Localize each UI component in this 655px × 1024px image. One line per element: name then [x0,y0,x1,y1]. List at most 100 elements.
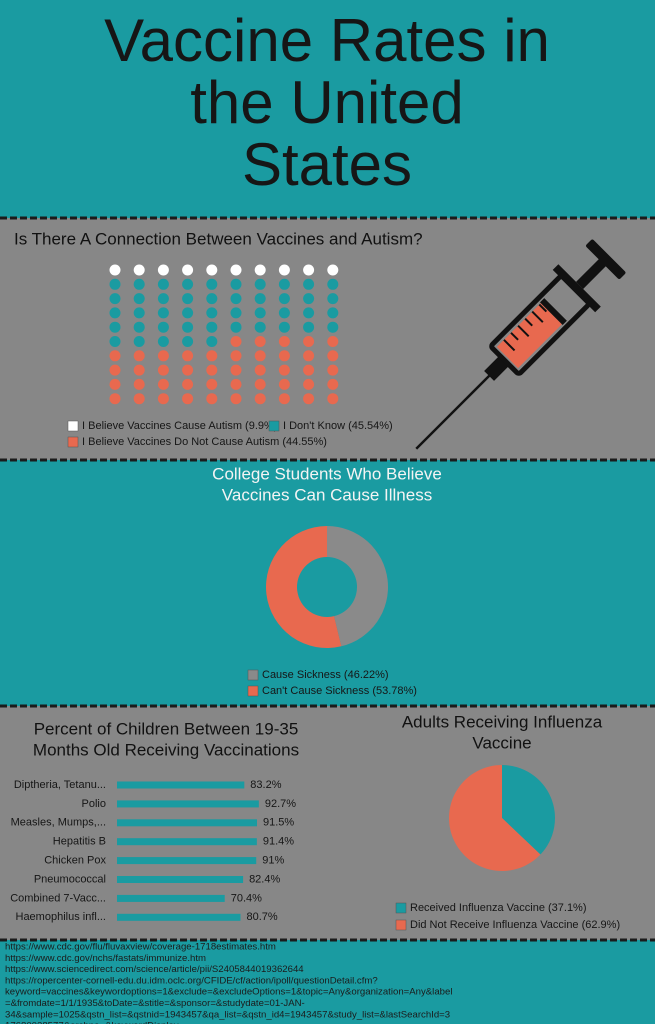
waffle-dot [109,364,121,376]
legend-swatch [67,420,79,432]
waffle-dot [133,278,145,290]
waffle-dot [109,307,121,319]
waffle-dot [278,393,290,405]
waffle-dot [182,364,194,376]
waffle-dot [182,393,194,405]
waffle-dot [182,307,194,319]
waffle-dot [230,364,242,376]
waffle-dot [230,307,242,319]
waffle-dot [303,278,315,290]
section-dividers [0,216,655,942]
waffle-dot [206,264,218,276]
waffle-dot [206,278,218,290]
waffle-dot [109,378,121,390]
waffle-dot [254,350,266,362]
section-title: Percent of Children Between 19-35 [34,719,299,738]
source-line: https://www.cdc.gov/nchs/fastats/immuniz… [5,953,206,964]
bar [117,781,245,789]
waffle-dot [206,336,218,347]
bar [117,876,244,883]
bar-category-label: Haemophilus infl... [16,911,107,923]
bar-value-label: 80.7% [246,911,277,923]
waffle-dot [182,336,194,347]
waffle-dot [206,393,218,405]
source-line: https://www.sciencedirect.com/science/ar… [5,964,304,975]
waffle-dot [157,393,169,405]
page-title: States [242,131,412,198]
waffle-dot [254,393,266,405]
bar-value-label: 82.4% [249,873,280,885]
waffle-dot [303,336,315,347]
waffle-dot [254,336,266,347]
waffle-dot [182,293,194,305]
bar-category-label: Chicken Pox [44,855,106,867]
waffle-dot [254,364,266,376]
section-title: Vaccines Can Cause Illness [222,485,432,504]
section-title: Adults Receiving Influenza [402,712,603,731]
section-title: College Students Who Believe [212,464,442,483]
legend-label: Cause Sickness (46.22%) [262,669,389,681]
waffle-dot [254,293,266,305]
waffle-dot [278,364,290,376]
legend-swatch [395,902,407,914]
bar [117,819,257,827]
waffle-dot [230,336,242,347]
waffle-dot [278,378,290,390]
waffle-dot [133,378,145,390]
bar-category-label: Measles, Mumps,... [11,817,106,829]
waffle-dot [157,264,169,276]
waffle-dot [133,393,145,405]
legend-swatch [395,919,407,931]
waffle-dot [327,264,339,276]
waffle-dot [278,278,290,290]
legend-swatch [247,685,259,697]
bar [117,857,257,865]
waffle-dot [278,321,290,333]
waffle-dot [182,321,194,333]
waffle-dot [157,307,169,319]
source-line: https://www.cdc.gov/flu/fluvaxview/cover… [5,942,276,953]
section-title: Is There A Connection Between Vaccines a… [14,229,423,248]
legend-label: I Don't Know (45.54%) [283,420,393,432]
waffle-dot [206,293,218,305]
waffle-dot [230,264,242,276]
bar [117,894,225,902]
legend-swatch [67,436,79,448]
bar [117,913,241,921]
waffle-dot [303,264,315,276]
waffle-dot [109,264,121,276]
waffle-dot [327,364,339,376]
waffle-dot [278,350,290,362]
waffle-dot [278,264,290,276]
waffle-dot [230,293,242,305]
waffle-dot [278,336,290,347]
bar-value-label: 91.4% [263,836,294,848]
waffle-dot [303,378,315,390]
source-line: https://ropercenter-cornell-edu.du.idm.o… [5,975,378,986]
waffle-dot [109,278,121,290]
waffle-dot [206,321,218,333]
waffle-dot [254,321,266,333]
waffle-dot [230,350,242,362]
legend-swatch [268,420,280,432]
source-line: 34&sample=1025&qstn_list=&qstnid=1943457… [5,1009,450,1020]
waffle-dot [133,293,145,305]
waffle-dot [182,264,194,276]
waffle-dot [254,378,266,390]
waffle-dot [303,321,315,333]
waffle-dot [157,293,169,305]
waffle-dot [230,321,242,333]
pie-slice [502,765,556,855]
waffle-dot [206,378,218,390]
legend-label: I Believe Vaccines Cause Autism (9.9%) [82,420,277,432]
waffle-dot [327,307,339,319]
bar-value-label: 92.7% [265,798,296,810]
source-line: keyword=vaccines&keywordoptions=1&exclud… [5,987,452,998]
waffle-dot [157,378,169,390]
waffle-dot [206,364,218,376]
section-title: Months Old Receiving Vaccinations [33,740,299,759]
bar-category-label: Hepatitis B [53,836,106,848]
waffle-dot [303,393,315,405]
waffle-dot [206,350,218,362]
waffle-dot [230,278,242,290]
